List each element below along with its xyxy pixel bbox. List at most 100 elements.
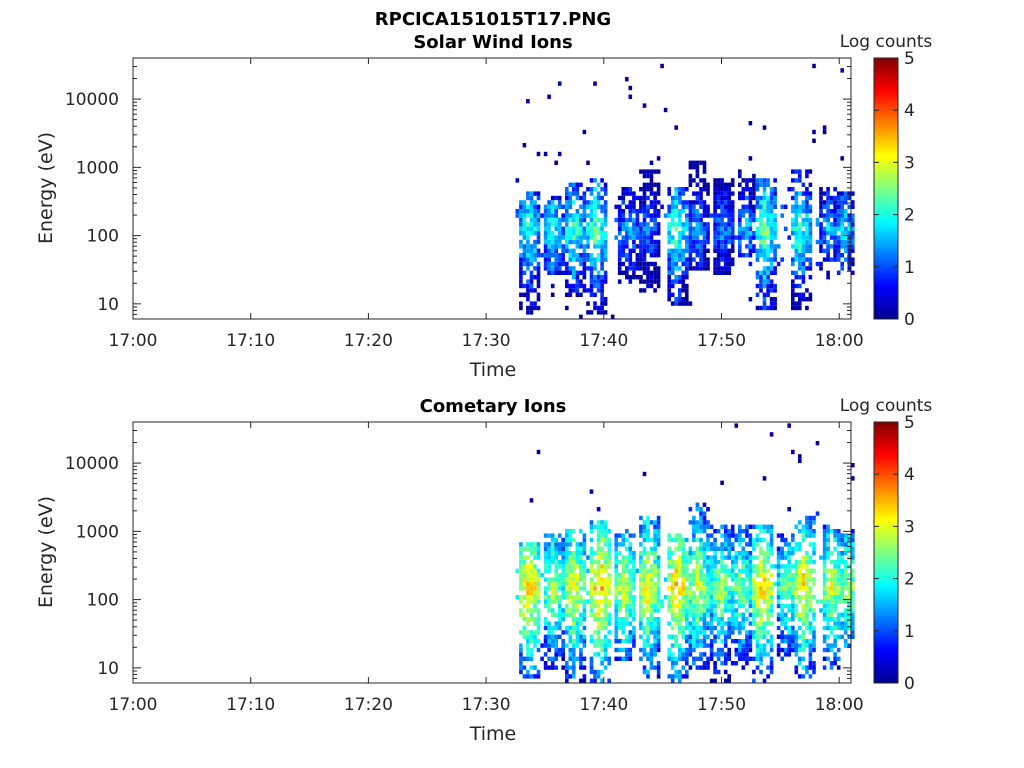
heatmap-cell bbox=[593, 266, 597, 271]
heatmap-cell bbox=[709, 656, 714, 661]
heatmap-cell bbox=[628, 559, 633, 565]
heatmap-cell bbox=[713, 639, 717, 644]
heatmap-cell bbox=[819, 261, 823, 267]
heatmap-cell bbox=[575, 555, 580, 560]
heatmap-cell bbox=[745, 182, 749, 187]
heatmap-cell bbox=[791, 178, 795, 183]
heatmap-cell bbox=[840, 612, 844, 617]
heatmap-cell bbox=[649, 573, 654, 578]
heatmap-cell bbox=[762, 257, 767, 262]
heatmap-cell bbox=[720, 551, 724, 556]
heatmap-cell bbox=[565, 529, 569, 534]
heatmap-cell bbox=[660, 63, 664, 69]
heatmap-cell bbox=[776, 546, 781, 551]
heatmap-cell bbox=[783, 573, 788, 578]
heatmap-cell bbox=[547, 621, 551, 626]
heatmap-cell bbox=[617, 222, 622, 227]
heatmap-cell bbox=[568, 217, 573, 223]
heatmap-cell bbox=[798, 301, 802, 306]
heatmap-cell bbox=[642, 669, 647, 675]
heatmap-cell bbox=[649, 275, 654, 280]
heatmap-cell bbox=[586, 568, 590, 573]
heatmap-cell bbox=[759, 244, 763, 249]
heatmap-cell bbox=[572, 217, 576, 223]
heatmap-cell bbox=[529, 305, 534, 311]
heatmap-cell bbox=[748, 542, 753, 547]
heatmap-cell bbox=[815, 222, 820, 227]
heatmap-cell bbox=[755, 533, 760, 538]
heatmap-cell bbox=[582, 129, 587, 135]
heatmap-cell bbox=[536, 568, 541, 573]
heatmap-cell bbox=[791, 270, 795, 275]
heatmap-cell bbox=[727, 226, 731, 231]
heatmap-cell bbox=[603, 551, 608, 556]
heatmap-cell bbox=[713, 244, 717, 249]
heatmap-cell bbox=[596, 590, 601, 595]
heatmap-cell bbox=[762, 231, 767, 236]
heatmap-cell bbox=[681, 577, 686, 582]
heatmap-cell bbox=[621, 222, 626, 227]
heatmap-cell bbox=[769, 643, 774, 648]
heatmap-cell bbox=[766, 612, 770, 617]
heatmap-cell bbox=[716, 200, 721, 205]
heatmap-cell bbox=[730, 590, 735, 595]
heatmap-cell bbox=[670, 222, 675, 227]
heatmap-cell bbox=[582, 244, 587, 249]
heatmap-cell bbox=[674, 187, 678, 192]
heatmap-cell bbox=[600, 297, 604, 302]
heatmap-cell bbox=[526, 643, 530, 648]
heatmap-cell bbox=[822, 213, 827, 218]
heatmap-cell bbox=[639, 573, 643, 578]
heatmap-cell bbox=[582, 559, 587, 565]
heatmap-cell bbox=[801, 647, 806, 653]
heatmap-cell bbox=[741, 568, 746, 573]
x-tick-label: 18:00 bbox=[815, 695, 864, 715]
heatmap-cell bbox=[568, 595, 573, 600]
heatmap-cell bbox=[706, 573, 710, 578]
heatmap-cell bbox=[762, 279, 767, 284]
heatmap-cell bbox=[526, 573, 530, 578]
heatmap-cell bbox=[843, 608, 848, 613]
heatmap-cell bbox=[596, 226, 601, 231]
heatmap-cell bbox=[734, 581, 739, 587]
heatmap-cell bbox=[593, 551, 597, 556]
heatmap-cell bbox=[762, 226, 767, 231]
heatmap-cell bbox=[547, 630, 551, 635]
heatmap-cell bbox=[621, 559, 626, 565]
heatmap-cell bbox=[670, 213, 675, 218]
heatmap-cell bbox=[787, 617, 791, 622]
heatmap-cell bbox=[649, 577, 654, 582]
heatmap-cell bbox=[589, 555, 594, 560]
heatmap-cell bbox=[780, 621, 784, 626]
heatmap-cell bbox=[773, 195, 777, 201]
heatmap-cell bbox=[600, 661, 604, 666]
heatmap-cell bbox=[621, 253, 626, 258]
heatmap-cell bbox=[646, 639, 650, 644]
heatmap-cell bbox=[600, 301, 604, 306]
heatmap-cell bbox=[840, 195, 844, 201]
heatmap-cell bbox=[780, 647, 784, 653]
heatmap-cell bbox=[529, 195, 534, 201]
figure-title: RPCICA151015T17.PNG bbox=[375, 9, 611, 30]
heatmap-cell bbox=[625, 226, 629, 231]
heatmap-cell bbox=[632, 555, 636, 560]
heatmap-cell bbox=[702, 595, 707, 600]
heatmap-cell bbox=[695, 537, 700, 543]
heatmap-cell bbox=[843, 643, 848, 648]
heatmap-cell bbox=[547, 564, 551, 569]
heatmap-cell bbox=[829, 200, 834, 205]
heatmap-cell bbox=[713, 209, 717, 214]
heatmap-cell bbox=[829, 559, 834, 565]
heatmap-cell bbox=[550, 537, 555, 543]
heatmap-cell bbox=[681, 630, 686, 635]
heatmap-cell bbox=[628, 191, 633, 196]
heatmap-cell bbox=[550, 200, 555, 205]
heatmap-cell bbox=[579, 630, 583, 635]
heatmap-cell bbox=[762, 248, 767, 253]
heatmap-cell bbox=[565, 248, 569, 253]
heatmap-cell bbox=[794, 200, 799, 205]
heatmap-cell bbox=[755, 665, 760, 670]
heatmap-cell bbox=[575, 643, 580, 648]
heatmap-cell bbox=[808, 674, 813, 679]
heatmap-cell bbox=[836, 617, 841, 622]
